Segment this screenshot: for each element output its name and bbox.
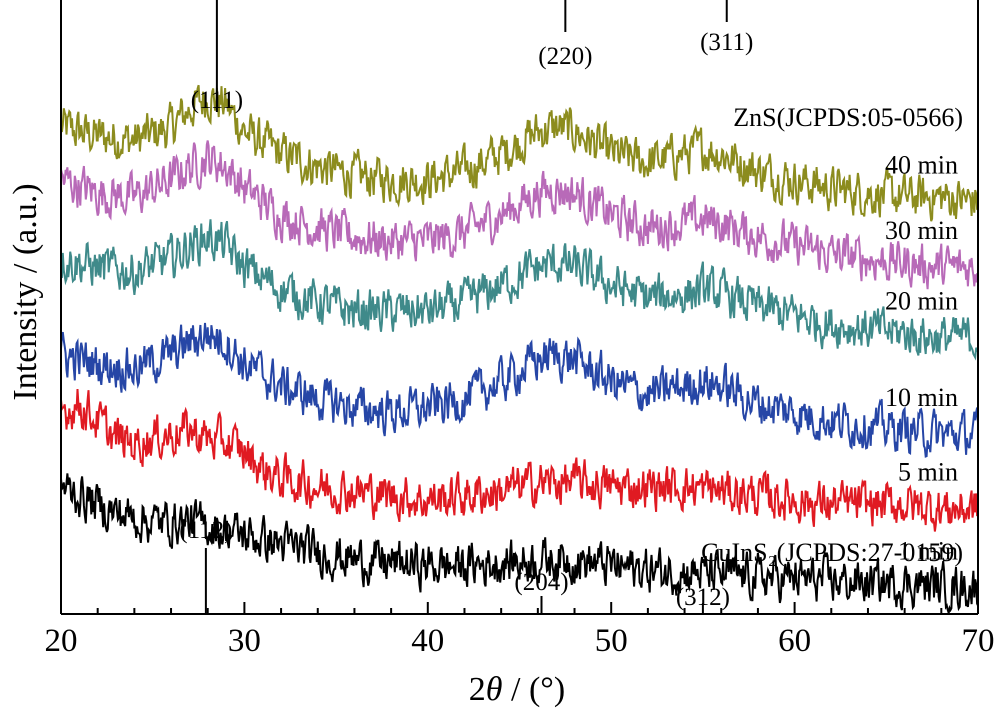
reference-peaks: (111) (220) (311) ZnS(JCPDS:05-0566) (112) (2… <box>179 0 963 614</box>
series-label: 10 min <box>885 383 958 412</box>
axes: 20 30 40 50 60 70 <box>45 0 995 659</box>
series-line <box>60 84 979 222</box>
x-tick-label: 50 <box>595 623 628 659</box>
series-40-min: 40 min <box>60 84 979 222</box>
series-label: 40 min <box>885 150 958 179</box>
ref-peak-label: (111) <box>191 87 243 114</box>
x-tick-label: 70 <box>962 623 995 659</box>
ref-bottom-name: CuInS₂(JCPDS:27-0159) <box>701 538 963 567</box>
series-label: 1 min <box>898 536 958 565</box>
x-tick-label: 60 <box>778 623 811 659</box>
series-5-min: 5 min <box>60 388 979 532</box>
series-line <box>60 322 979 458</box>
series-line <box>60 388 979 532</box>
ref-top-name: ZnS(JCPDS:05-0566) <box>733 103 963 132</box>
series-layer: 40 min 30 min 20 min 10 min 5 min 1 min <box>60 84 979 614</box>
series-line <box>60 219 979 361</box>
x-tick-label: 30 <box>228 623 261 659</box>
ref-peak-label: (311) <box>700 29 753 56</box>
series-label: 5 min <box>898 457 958 486</box>
ref-peak-label: (312) <box>676 584 730 611</box>
x-tick-label: 20 <box>45 623 78 659</box>
y-axis-title: Intensity / (a.u.) <box>7 183 44 400</box>
x-axis-title: 2θ / (°) <box>469 671 565 708</box>
series-label: 20 min <box>885 286 958 315</box>
ref-peak-label: (112) <box>179 517 232 544</box>
x-tick-label: 40 <box>411 623 444 659</box>
series-1-min: 1 min <box>60 473 979 614</box>
ref-peak-label: (220) <box>538 43 592 70</box>
series-30-min: 30 min <box>60 140 979 290</box>
series-label: 30 min <box>885 216 958 245</box>
series-line <box>60 473 979 614</box>
series-line <box>60 140 979 290</box>
series-10-min: 10 min <box>60 322 979 458</box>
series-20-min: 20 min <box>60 219 979 361</box>
ref-peak-label: (204) <box>514 569 568 596</box>
